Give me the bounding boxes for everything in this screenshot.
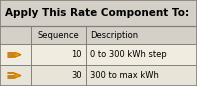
Bar: [0, 65, 197, 86]
Text: 10: 10: [71, 50, 82, 59]
Polygon shape: [15, 73, 21, 78]
Text: Sequence: Sequence: [37, 31, 79, 40]
Text: Description: Description: [90, 31, 138, 40]
Text: 30: 30: [71, 71, 82, 80]
Polygon shape: [15, 52, 21, 57]
Bar: [0, 26, 197, 44]
Text: 0 to 300 kWh step: 0 to 300 kWh step: [90, 50, 166, 59]
Bar: [0, 44, 197, 65]
Text: 300 to max kWh: 300 to max kWh: [90, 71, 159, 80]
Text: Apply This Rate Component To:: Apply This Rate Component To:: [5, 8, 189, 18]
Bar: [0, 0, 197, 26]
